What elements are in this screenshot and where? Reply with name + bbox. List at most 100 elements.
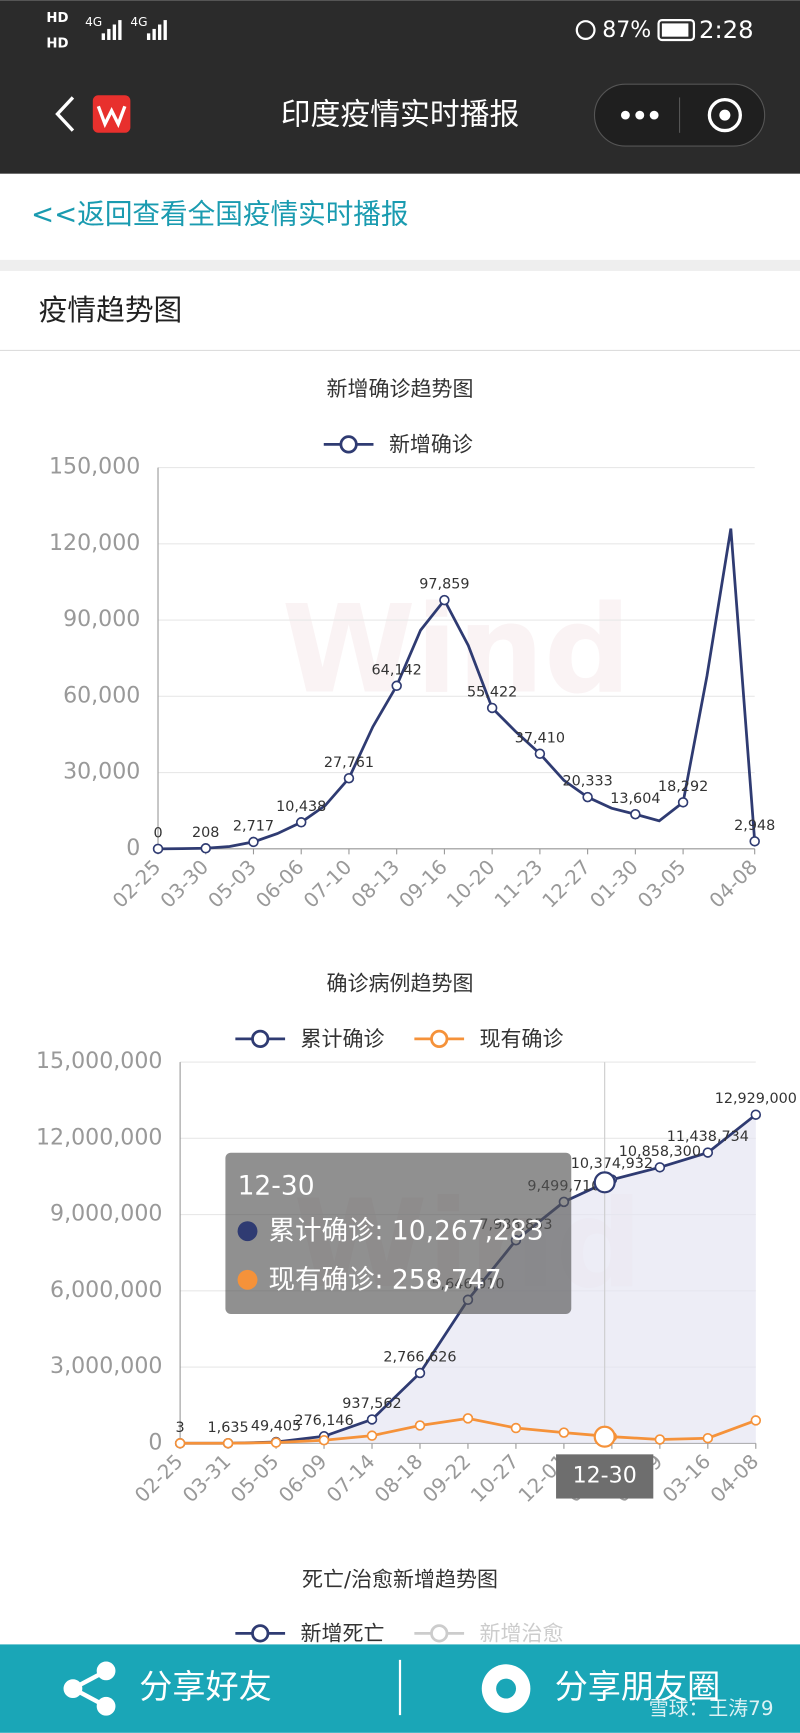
y-tick-label: 9,000,000 [50, 1201, 162, 1227]
x-tick-label: 10-20 [442, 855, 499, 912]
point [654, 1434, 666, 1445]
x-tick-label: 08-18 [370, 1450, 427, 1507]
app-icon-glyph [96, 105, 127, 129]
y-tick-label: 150,000 [49, 454, 140, 480]
point [750, 1109, 762, 1120]
clock: 2:28 [699, 15, 754, 44]
point [582, 791, 593, 803]
y-tick-label: 90,000 [63, 606, 140, 632]
value-label: 11,438,734 [667, 1129, 749, 1145]
point [462, 1413, 474, 1424]
x-tick-label: 01-30 [586, 855, 643, 912]
value-label: 0 [153, 825, 162, 841]
value-label: 13,604 [610, 791, 660, 807]
y-tick-label: 120,000 [49, 530, 140, 556]
x-tick-label: 02-25 [130, 1450, 187, 1507]
value-label: 49,405 [251, 1419, 301, 1435]
signal-icon [101, 20, 167, 40]
value-label: 97,859 [419, 577, 469, 593]
point [343, 773, 355, 784]
tooltip-title: 12-30 [238, 1170, 315, 1201]
x-tick-label: 05-05 [226, 1450, 283, 1507]
x-tick-label: 07-14 [322, 1450, 379, 1507]
x-tick-label: 06-09 [274, 1450, 331, 1507]
point [270, 1437, 282, 1448]
highlight-point [593, 1171, 616, 1194]
value-label: 2,717 [233, 818, 274, 834]
point [677, 797, 689, 808]
share-friend[interactable]: 分享好友 [139, 1667, 271, 1706]
value-label: 64,142 [372, 662, 422, 678]
legend-label: 新增死亡 [301, 1621, 385, 1645]
point [295, 817, 307, 828]
more-button[interactable] [620, 110, 659, 120]
y-tick-label: 0 [126, 835, 140, 861]
x-tick-label: 11-23 [490, 855, 547, 912]
moments-icon[interactable] [481, 1664, 531, 1713]
y-tick-label: 15,000,000 [36, 1048, 162, 1074]
alarm-icon [575, 20, 596, 40]
chart-title: 死亡/治愈新增趋势图 [302, 1567, 498, 1591]
x-tick-label: 03-30 [156, 855, 213, 912]
share-moments[interactable]: 分享朋友圈 [555, 1667, 721, 1706]
point [414, 1420, 426, 1431]
highlight-point [593, 1425, 616, 1448]
y-tick-label: 6,000,000 [50, 1277, 162, 1303]
tooltip [225, 1152, 572, 1315]
point [248, 836, 259, 848]
back-button[interactable] [55, 96, 75, 132]
back-link[interactable]: <<返回查看全国疫情实时播报 [31, 198, 409, 231]
value-label: 2,948 [734, 818, 775, 834]
value-label: 10,858,300 [619, 1144, 701, 1160]
point [366, 1430, 378, 1441]
legend-marker [339, 435, 358, 454]
x-tick-label: 07-10 [299, 855, 356, 912]
value-label: 18,292 [658, 779, 708, 795]
legend-label: 累计确诊 [301, 1027, 385, 1051]
legend-label: 现有确诊 [480, 1027, 564, 1051]
hd-label: HD [46, 11, 68, 26]
chart-title: 确诊病例趋势图 [327, 972, 474, 996]
nav-title: 印度疫情实时播报 [281, 98, 520, 133]
tooltip-swatch [237, 1269, 258, 1290]
point [630, 808, 641, 820]
x-tick-label: 04-08 [706, 1450, 763, 1507]
point [318, 1434, 330, 1446]
tooltip-axis-box [556, 1454, 654, 1499]
x-tick-label: 03-16 [658, 1450, 715, 1507]
x-tick-label: 09-22 [418, 1450, 475, 1507]
point [654, 1162, 666, 1173]
x-tick-label: 10-27 [466, 1450, 523, 1507]
y-tick-label: 60,000 [63, 682, 140, 708]
point [200, 843, 211, 854]
network-label: 4G [85, 15, 102, 29]
legend-label: 新增确诊 [389, 433, 473, 457]
point [152, 843, 164, 855]
battery-percent: 87% [602, 17, 651, 43]
value-label: 1,635 [208, 1420, 249, 1436]
legend-label: 新增治愈 [480, 1621, 564, 1645]
x-tick-label: 08-13 [347, 855, 404, 912]
x-tick-label: 03-05 [633, 855, 690, 912]
point [510, 1422, 522, 1434]
y-tick-label: 3,000,000 [50, 1353, 162, 1379]
value-label: 3 [176, 1420, 185, 1436]
tooltip-row: 累计确诊: 10,267,283 [269, 1216, 544, 1247]
value-label: 55,422 [467, 684, 517, 700]
x-tick-label: 03-31 [178, 1450, 235, 1507]
x-tick-label: 05-03 [204, 855, 261, 912]
area [180, 1114, 756, 1444]
legend-marker [251, 1624, 270, 1643]
point [702, 1147, 714, 1158]
value-label: 27,761 [324, 755, 374, 771]
share-icon[interactable] [63, 1661, 116, 1716]
x-tick-label: 02-25 [108, 855, 165, 912]
value-label: 10,374,932 [571, 1156, 653, 1172]
point [702, 1432, 714, 1444]
x-tick-label: 04-08 [705, 855, 762, 912]
hd-label: HD [46, 36, 68, 51]
tooltip-row: 现有确诊: 258,747 [269, 1264, 502, 1295]
battery-icon [657, 18, 696, 42]
close-button[interactable] [707, 97, 742, 133]
